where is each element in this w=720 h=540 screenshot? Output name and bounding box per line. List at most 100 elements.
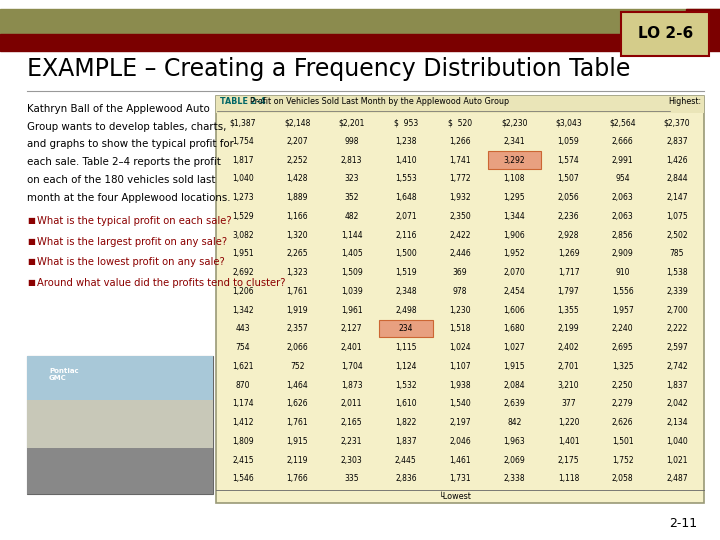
Text: 1,754: 1,754 [233,137,254,146]
Text: ■: ■ [27,237,35,246]
Text: 1,952: 1,952 [503,249,525,259]
Text: 1,680: 1,680 [503,325,525,333]
Text: 1,717: 1,717 [558,268,580,277]
Text: 2,339: 2,339 [666,287,688,296]
Text: 2,402: 2,402 [558,343,580,352]
Text: 1,915: 1,915 [503,362,525,371]
Text: 1,648: 1,648 [395,193,417,202]
Text: 1,538: 1,538 [666,268,688,277]
Text: 1,107: 1,107 [449,362,471,371]
Text: 2,231: 2,231 [341,437,362,446]
Text: 1,174: 1,174 [233,400,254,408]
Text: 369: 369 [453,268,467,277]
Text: $  520: $ 520 [448,118,472,127]
Text: 1,518: 1,518 [449,325,471,333]
Text: 2,742: 2,742 [666,362,688,371]
Text: 1,809: 1,809 [233,437,254,446]
Text: └Lowest: └Lowest [438,492,472,501]
Text: 1,761: 1,761 [287,418,308,427]
Text: 910: 910 [616,268,630,277]
Text: 1,238: 1,238 [395,137,417,146]
Text: $2,148: $2,148 [284,118,310,127]
Text: 998: 998 [344,137,359,146]
Text: 1,118: 1,118 [558,474,580,483]
Text: 1,115: 1,115 [395,343,417,352]
Text: 2,502: 2,502 [666,231,688,240]
Text: month at the four Applewood locations.: month at the four Applewood locations. [27,193,231,203]
Text: $1,387: $1,387 [230,118,256,127]
Text: 1,822: 1,822 [395,418,417,427]
Text: 1,344: 1,344 [503,212,525,221]
Text: 2,056: 2,056 [558,193,580,202]
Text: 1,817: 1,817 [233,156,254,165]
Text: 2,127: 2,127 [341,325,362,333]
Text: 1,540: 1,540 [449,400,471,408]
Text: 2,063: 2,063 [612,212,634,221]
Text: 2,357: 2,357 [287,325,308,333]
Text: 2,066: 2,066 [287,343,308,352]
Text: Pontiac
GMC: Pontiac GMC [49,368,78,381]
Text: 2-11: 2-11 [669,517,697,530]
Text: 1,075: 1,075 [666,212,688,221]
Text: 1,873: 1,873 [341,381,362,389]
Text: 1,295: 1,295 [503,193,525,202]
Text: 2,401: 2,401 [341,343,362,352]
Text: What is the largest profit on any sale?: What is the largest profit on any sale? [37,237,228,247]
Text: 2,071: 2,071 [395,212,417,221]
Text: 2,639: 2,639 [503,400,525,408]
Text: 2,487: 2,487 [666,474,688,483]
Text: $2,370: $2,370 [664,118,690,127]
Text: 1,507: 1,507 [558,174,580,184]
Text: 2,813: 2,813 [341,156,362,165]
Text: 2,597: 2,597 [666,343,688,352]
Text: 377: 377 [562,400,576,408]
Text: 1,412: 1,412 [233,418,254,427]
Text: 2,701: 2,701 [558,362,580,371]
Text: 2,991: 2,991 [612,156,634,165]
Text: 1,932: 1,932 [449,193,471,202]
Text: 870: 870 [236,381,251,389]
Text: 1,837: 1,837 [666,381,688,389]
Text: 2,338: 2,338 [503,474,525,483]
Text: ■: ■ [27,216,35,225]
Text: $3,043: $3,043 [555,118,582,127]
Text: EXAMPLE – Creating a Frequency Distribution Table: EXAMPLE – Creating a Frequency Distribut… [27,57,631,80]
Text: 2,279: 2,279 [612,400,634,408]
Text: 234: 234 [399,325,413,333]
Text: 2,341: 2,341 [503,137,525,146]
Text: 2,197: 2,197 [449,418,471,427]
Text: 2,626: 2,626 [612,418,634,427]
Text: 2,222: 2,222 [666,325,688,333]
Text: 1,938: 1,938 [449,381,471,389]
Text: 1,040: 1,040 [666,437,688,446]
Text: 1,039: 1,039 [341,287,362,296]
Text: 785: 785 [670,249,684,259]
Text: $2,201: $2,201 [338,118,365,127]
Text: 2,058: 2,058 [612,474,634,483]
Text: 335: 335 [344,474,359,483]
Text: 1,837: 1,837 [395,437,417,446]
Text: 1,144: 1,144 [341,231,362,240]
Text: 2,042: 2,042 [666,400,688,408]
Text: 1,704: 1,704 [341,362,362,371]
Text: 1,220: 1,220 [558,418,580,427]
Text: 1,951: 1,951 [233,249,254,259]
Text: 2,084: 2,084 [503,381,525,389]
Text: 2,422: 2,422 [449,231,471,240]
Text: 2,445: 2,445 [395,456,417,464]
Text: 1,124: 1,124 [395,362,417,371]
Text: 1,027: 1,027 [503,343,525,352]
Text: 2,175: 2,175 [558,456,580,464]
Text: 1,626: 1,626 [287,400,308,408]
Text: 1,915: 1,915 [287,437,308,446]
Text: 1,464: 1,464 [287,381,308,389]
Text: $  953: $ 953 [394,118,418,127]
Text: 2,692: 2,692 [233,268,254,277]
Text: 3,210: 3,210 [558,381,580,389]
Text: 1,230: 1,230 [449,306,471,315]
Text: 1,108: 1,108 [503,174,525,184]
Text: 2,836: 2,836 [395,474,417,483]
Text: 1,606: 1,606 [503,306,525,315]
Text: 2,844: 2,844 [666,174,688,184]
Text: 2,046: 2,046 [449,437,471,446]
